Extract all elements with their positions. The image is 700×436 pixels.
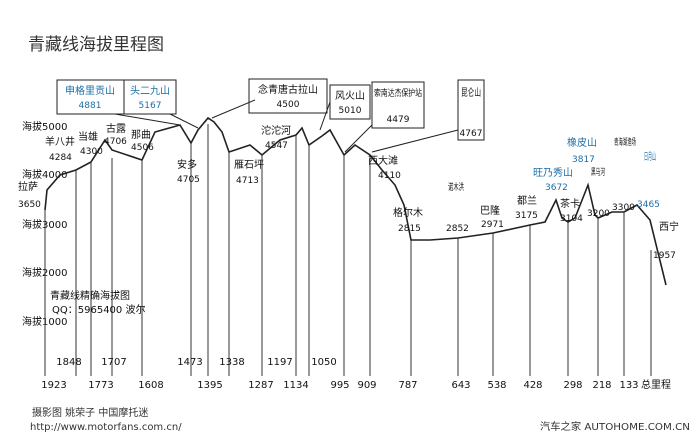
- footer-watermark-autohome: 汽车之家 AUTOHOME.COM.CN: [540, 420, 690, 433]
- distance-lower: 133: [619, 380, 638, 391]
- distance-lower: 218: [592, 380, 611, 391]
- point-name: 巴隆: [480, 204, 500, 217]
- pass-name: 念青唐古拉山: [258, 83, 318, 96]
- point-name: 西宁: [659, 220, 679, 233]
- point-elev: 1957: [653, 251, 676, 261]
- pass-box-kunlun: 昆仑山 4767: [457, 79, 485, 141]
- point-elev: 2852: [446, 224, 469, 234]
- distance-lower: 428: [523, 380, 542, 391]
- credit-line-1: 青藏线精确海拔图: [50, 289, 130, 302]
- distance-upper: 1050: [311, 357, 336, 368]
- point-name: 古露: [106, 122, 126, 135]
- point-name: 沱沱河: [261, 124, 291, 137]
- point-elev: 4284: [49, 153, 72, 163]
- footer-credit-line-1: 摄影图 姚荣子 中国摩托迷: [32, 406, 148, 419]
- distance-lower: 1773: [88, 380, 113, 391]
- distance-lower: 787: [398, 380, 417, 391]
- boxed-passes: 申格里贡山 4881 头二九山 5167 念青唐古拉山 4500 风火山 501…: [56, 78, 485, 141]
- distance-lower: 1923: [41, 380, 66, 391]
- pass-box-nianqing: 念青唐古拉山 4500: [248, 78, 328, 114]
- pass-name: 索南达杰保护站: [374, 87, 422, 99]
- blue-point-name: 橡皮山: [567, 136, 597, 149]
- point-name: 格尔木: [393, 206, 423, 219]
- pass-elev: 5010: [339, 106, 362, 116]
- distance-lower: 1395: [197, 380, 222, 391]
- point-elev: 4706: [104, 137, 127, 147]
- total-mileage-label: 总里程: [641, 378, 671, 391]
- blue-point-labels: 橡皮山 3817 旺乃秀山 3672 日月山 3465: [533, 136, 660, 210]
- point-elev: 4300: [80, 147, 103, 157]
- point-name: 雁石坪: [234, 158, 264, 171]
- blue-point-elev: 3465: [637, 200, 660, 210]
- point-elev: 4705: [177, 175, 200, 185]
- blue-point-elev: 3817: [572, 155, 595, 165]
- point-name: 茶卡: [560, 197, 580, 210]
- pass-name: 申格里贡山: [65, 84, 115, 97]
- distance-lower: 995: [330, 380, 349, 391]
- pass-elev: 4500: [277, 100, 300, 110]
- pass-box-fenghuo: 风火山 5010: [329, 84, 371, 120]
- distances-upper: 1848 1707 1473 1338 1197 1050: [56, 357, 336, 368]
- point-name: 那曲: [131, 129, 151, 141]
- footer-credit-url: http://www.motorfans.com.cn/: [30, 422, 182, 433]
- point-name: 黑马河: [591, 166, 605, 178]
- distance-upper: 1707: [101, 357, 126, 368]
- elevation-profile-line: [44, 116, 667, 286]
- pass-elev: 4881: [79, 101, 102, 111]
- distance-upper: 1473: [177, 357, 202, 368]
- distance-upper: 1848: [56, 357, 81, 368]
- start-elev: 3650: [18, 200, 41, 210]
- point-name: 都兰: [517, 194, 537, 207]
- point-name: 当雄: [78, 130, 98, 143]
- point-name: 羊八井: [45, 135, 75, 148]
- point-elev: 3175: [515, 211, 538, 221]
- point-elev: 4713: [236, 176, 259, 186]
- point-elev: 4547: [265, 141, 288, 151]
- point-name: 安多: [177, 158, 197, 171]
- alt-label-4000: 海拔4000: [22, 168, 67, 181]
- distance-lower: 538: [487, 380, 506, 391]
- pass-elev: 5167: [139, 101, 162, 111]
- distance-upper: 1197: [267, 357, 292, 368]
- alt-label-5000: 海拔5000: [22, 120, 67, 133]
- point-labels: 羊八井 4284 当雄 4300 古露 4706 那曲 4506 安多 4705…: [45, 122, 679, 261]
- pass-name: 昆仑山: [461, 86, 481, 99]
- blue-point-name: 旺乃秀山: [533, 167, 573, 179]
- distance-lower: 909: [357, 380, 376, 391]
- pass-elev: 4767: [460, 129, 483, 139]
- distance-upper: 1338: [219, 357, 244, 368]
- pass-box-toujiu: 头二九山 5167: [123, 79, 177, 115]
- point-elev: 2815: [398, 224, 421, 234]
- pass-box-shengeli: 申格里贡山 4881: [56, 79, 125, 115]
- distance-lower: 1287: [248, 380, 273, 391]
- point-elev: 3200: [587, 209, 610, 219]
- point-elev: 4110: [378, 171, 401, 181]
- point-elev: 3104: [560, 214, 583, 224]
- point-elev: 4506: [131, 143, 154, 153]
- point-name: 青海湖渔场: [614, 136, 636, 148]
- box-connectors: [114, 99, 459, 153]
- blue-point-name: 日月山: [644, 151, 656, 163]
- distance-lower: 298: [563, 380, 582, 391]
- pass-name: 头二九山: [130, 85, 170, 97]
- drop-lines: [44, 124, 652, 376]
- pass-elev: 4479: [387, 115, 410, 125]
- point-name: 西大滩: [368, 154, 398, 167]
- diagram-title: 青藏线海拔里程图: [28, 35, 164, 55]
- credit-line-2: QQ：5965400 波尔: [52, 303, 145, 316]
- distance-lower: 1608: [138, 380, 163, 391]
- start-name: 拉萨: [18, 180, 38, 193]
- blue-point-elev: 3672: [545, 183, 568, 193]
- point-elev: 2971: [481, 220, 504, 230]
- pass-name: 风火山: [335, 90, 365, 102]
- point-name: 诺木洪: [448, 181, 464, 193]
- distances-lower: 1923 1773 1608 1395 1287 1134 995 909 78…: [41, 378, 671, 391]
- distance-lower: 1134: [283, 380, 308, 391]
- distance-lower: 643: [451, 380, 470, 391]
- pass-box-suonan: 索南达杰保护站 4479: [371, 81, 425, 129]
- point-elev: 3300: [612, 203, 635, 213]
